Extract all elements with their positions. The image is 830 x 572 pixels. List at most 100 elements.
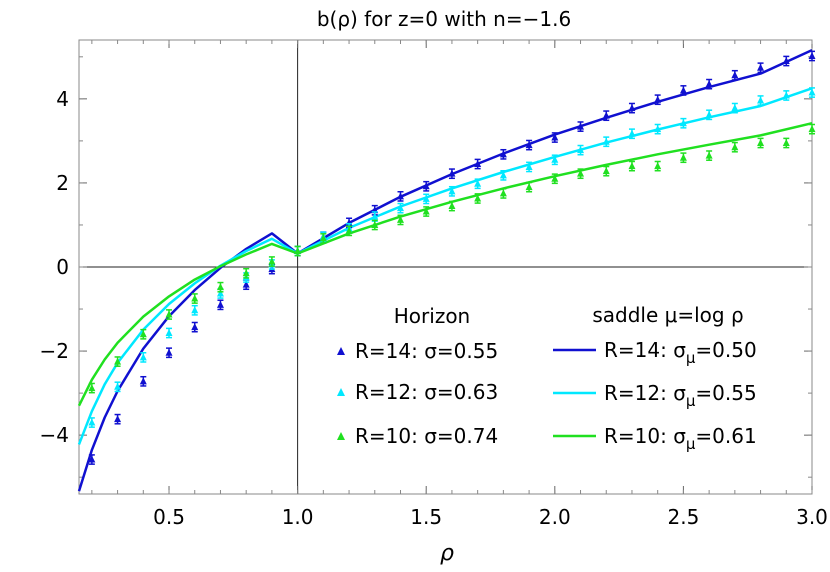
data-point <box>422 206 430 217</box>
data-point <box>114 381 122 393</box>
data-point <box>551 154 559 166</box>
data-point <box>705 78 713 90</box>
data-point <box>551 173 559 185</box>
data-point <box>139 328 147 340</box>
data-point <box>139 352 147 363</box>
x-tick-label: 3.0 <box>796 505 828 529</box>
data-point <box>165 309 173 320</box>
data-point <box>88 382 96 394</box>
data-point <box>654 94 662 106</box>
data-point <box>679 152 687 164</box>
data-point <box>731 141 739 153</box>
data-point <box>628 160 636 172</box>
data-point <box>808 87 816 98</box>
legend-curves-title: saddle μ=log ρ <box>592 303 743 327</box>
y-tick-label: 0 <box>56 255 69 279</box>
data-point <box>499 188 507 199</box>
y-tick-label: −4 <box>40 423 69 447</box>
data-point <box>731 102 739 114</box>
data-point <box>525 139 533 151</box>
legend-marker-entry: R=12: σ=0.63 <box>355 380 498 404</box>
legend-marker-symbols <box>337 347 345 440</box>
data-point <box>165 347 173 359</box>
legend-markers-title: Horizon <box>394 304 470 328</box>
data-point <box>577 121 585 132</box>
x-tick-label: 0.5 <box>153 505 185 529</box>
data-point <box>474 178 482 190</box>
data-point <box>448 185 456 197</box>
data-point <box>216 281 224 293</box>
x-tick-label: 1.0 <box>282 505 314 529</box>
data-point <box>422 193 430 205</box>
x-axis-ticks: 0.5 1.0 1.5 2.0 2.5 3.0 <box>91 40 828 529</box>
chart-title: b(ρ) for z=0 with n=−1.6 <box>317 7 571 31</box>
y-axis-ticks: −4 −2 0 2 4 <box>40 56 812 478</box>
x-tick-label: 1.5 <box>410 505 442 529</box>
legend-marker-entry: R=14: σ=0.55 <box>355 339 498 363</box>
data-point <box>602 110 610 122</box>
data-point <box>705 109 713 121</box>
data-point <box>396 202 404 214</box>
x-tick-label: 2.5 <box>667 505 699 529</box>
data-point <box>628 102 636 114</box>
legend-marker-symbol <box>337 388 345 396</box>
data-point <box>757 62 765 74</box>
data-point <box>499 148 507 160</box>
data-point <box>242 267 250 279</box>
legend-marker-entry: R=10: σ=0.74 <box>355 424 498 448</box>
data-point <box>268 256 276 267</box>
legend-curve-entry: R=12: σμ=0.55 <box>604 381 757 410</box>
data-point <box>499 169 507 181</box>
data-point <box>191 304 199 316</box>
data-point <box>757 137 765 149</box>
data-point <box>88 454 96 465</box>
data-point <box>602 136 610 148</box>
data-point <box>782 55 790 67</box>
data-point <box>191 321 199 333</box>
data-point <box>679 117 687 129</box>
data-point <box>808 123 816 135</box>
data-point <box>448 200 456 212</box>
data-point <box>139 375 147 387</box>
data-point <box>551 132 559 143</box>
data-point <box>525 181 533 193</box>
data-point <box>165 327 173 339</box>
data-point <box>602 165 610 177</box>
data-point <box>345 225 353 237</box>
legend-marker-symbol <box>337 432 345 440</box>
data-point <box>422 180 430 192</box>
y-tick-label: 4 <box>56 87 69 111</box>
data-point <box>396 214 404 226</box>
data-point <box>782 90 790 101</box>
data-point <box>705 150 713 161</box>
data-point <box>782 137 790 149</box>
data-point <box>654 123 662 135</box>
fit-curve-2 <box>77 121 813 407</box>
data-point <box>294 245 302 257</box>
data-point <box>191 293 199 304</box>
data-point <box>628 128 636 140</box>
y-tick-label: −2 <box>40 339 69 363</box>
data-point <box>679 85 687 96</box>
data-point <box>525 161 533 173</box>
data-point <box>319 233 327 244</box>
data-points <box>88 50 816 465</box>
data-point <box>808 50 816 62</box>
data-point <box>396 191 404 202</box>
data-point <box>114 413 122 425</box>
axis-lines <box>79 40 812 494</box>
data-point <box>654 160 662 172</box>
data-point <box>474 193 482 204</box>
data-point <box>731 69 739 81</box>
legend: Horizon saddle μ=log ρ R=14: σ=0.55 R=12… <box>337 303 757 453</box>
y-tick-label: 2 <box>56 171 69 195</box>
data-point <box>88 417 96 428</box>
x-tick-label: 2.0 <box>539 505 571 529</box>
data-point <box>448 168 456 180</box>
data-point <box>216 299 224 311</box>
data-point <box>577 168 585 180</box>
data-point <box>114 356 122 367</box>
legend-marker-symbol <box>337 347 345 355</box>
data-point <box>371 219 379 231</box>
